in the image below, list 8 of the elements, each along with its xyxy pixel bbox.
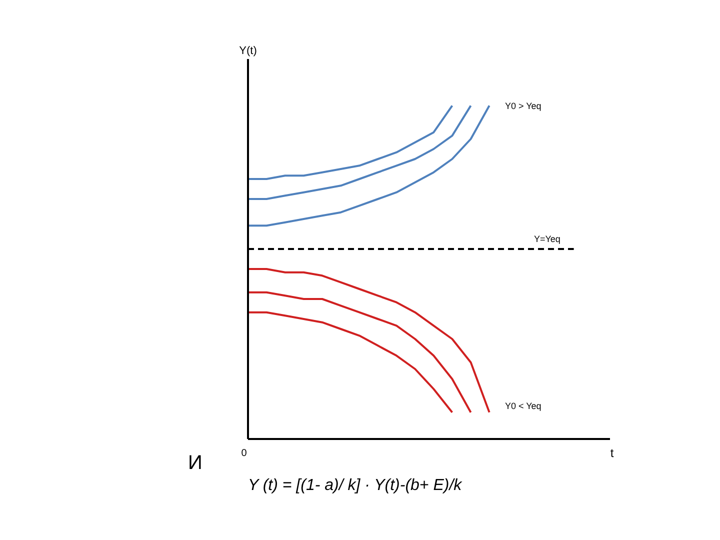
text: Y (t) = [(1- a)/ k] · Y(t)-(b+ E)/k xyxy=(248,477,463,494)
text: t xyxy=(610,446,614,460)
ref-line-label: Y=Yeq xyxy=(534,234,560,244)
text: Y0 < Yeq xyxy=(505,401,542,411)
text: Y0 > Yeq xyxy=(505,101,542,111)
text: И xyxy=(188,452,202,474)
y-axis-title: Y(t) xyxy=(239,45,257,57)
text: 0 xyxy=(241,448,248,459)
